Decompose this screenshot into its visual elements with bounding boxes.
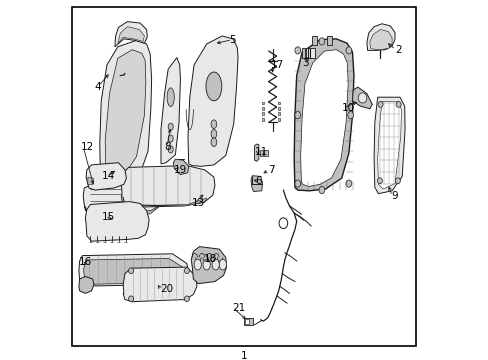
Polygon shape — [123, 267, 197, 302]
Text: 11: 11 — [255, 147, 268, 157]
Bar — [302, 48, 305, 58]
Ellipse shape — [377, 102, 382, 107]
Polygon shape — [83, 184, 162, 212]
Polygon shape — [261, 107, 264, 110]
Text: 7: 7 — [267, 165, 274, 175]
Bar — [326, 36, 331, 45]
Polygon shape — [277, 102, 279, 104]
Ellipse shape — [318, 38, 324, 45]
Ellipse shape — [294, 180, 300, 187]
Ellipse shape — [167, 88, 174, 107]
Ellipse shape — [394, 178, 400, 184]
Ellipse shape — [294, 112, 300, 119]
Polygon shape — [187, 36, 238, 166]
Ellipse shape — [168, 135, 173, 142]
Text: 9: 9 — [390, 191, 397, 201]
Polygon shape — [261, 118, 264, 121]
Text: 14: 14 — [102, 171, 115, 181]
Polygon shape — [250, 176, 262, 192]
Bar — [311, 36, 317, 45]
Text: 16: 16 — [79, 257, 92, 267]
Ellipse shape — [395, 102, 400, 107]
Polygon shape — [373, 97, 404, 194]
Text: 12: 12 — [80, 141, 93, 152]
Polygon shape — [79, 254, 188, 286]
Polygon shape — [366, 24, 394, 50]
Ellipse shape — [128, 268, 133, 274]
Polygon shape — [300, 50, 347, 186]
Ellipse shape — [358, 93, 366, 103]
Polygon shape — [369, 30, 391, 50]
Text: 15: 15 — [102, 212, 115, 222]
Bar — [244, 319, 248, 324]
Ellipse shape — [346, 47, 351, 54]
Polygon shape — [79, 276, 94, 293]
Text: 3: 3 — [302, 58, 308, 68]
Text: 21: 21 — [231, 303, 244, 313]
Polygon shape — [294, 39, 353, 191]
Polygon shape — [100, 40, 151, 182]
Polygon shape — [85, 202, 149, 241]
Ellipse shape — [168, 146, 173, 153]
Ellipse shape — [184, 296, 189, 302]
Text: 10: 10 — [341, 103, 354, 113]
Polygon shape — [84, 204, 161, 215]
Polygon shape — [88, 177, 93, 184]
Ellipse shape — [346, 180, 351, 187]
Text: 17: 17 — [270, 60, 283, 70]
Polygon shape — [118, 27, 144, 44]
Polygon shape — [264, 150, 267, 156]
Ellipse shape — [194, 259, 201, 270]
Ellipse shape — [347, 112, 353, 119]
Ellipse shape — [211, 138, 216, 147]
Polygon shape — [261, 112, 264, 115]
Ellipse shape — [377, 178, 382, 184]
Text: 5: 5 — [228, 35, 235, 45]
Text: 1: 1 — [241, 351, 247, 360]
Polygon shape — [277, 112, 279, 115]
Polygon shape — [259, 150, 263, 156]
Polygon shape — [115, 22, 147, 47]
Polygon shape — [377, 102, 401, 189]
Polygon shape — [122, 196, 206, 206]
Polygon shape — [277, 118, 279, 121]
Polygon shape — [277, 107, 279, 110]
Text: 13: 13 — [192, 198, 205, 208]
Ellipse shape — [203, 259, 210, 270]
Ellipse shape — [211, 130, 216, 138]
Text: 2: 2 — [395, 45, 402, 55]
Polygon shape — [254, 144, 258, 161]
Polygon shape — [261, 102, 264, 104]
Ellipse shape — [128, 296, 133, 302]
Polygon shape — [173, 159, 188, 175]
Polygon shape — [86, 163, 126, 190]
Text: 20: 20 — [160, 284, 173, 294]
Text: 6: 6 — [255, 176, 262, 186]
Ellipse shape — [168, 123, 173, 130]
Ellipse shape — [318, 186, 324, 194]
Ellipse shape — [294, 47, 300, 54]
Ellipse shape — [212, 259, 219, 270]
Polygon shape — [105, 50, 145, 178]
Ellipse shape — [219, 259, 226, 270]
Ellipse shape — [184, 268, 189, 274]
Polygon shape — [191, 247, 226, 284]
Text: 19: 19 — [174, 165, 187, 175]
Ellipse shape — [205, 72, 222, 101]
Polygon shape — [121, 166, 215, 207]
Text: 4: 4 — [94, 82, 101, 92]
Ellipse shape — [211, 120, 216, 129]
Bar — [305, 48, 314, 58]
Bar — [244, 318, 253, 325]
Polygon shape — [83, 258, 183, 284]
Text: 18: 18 — [204, 254, 217, 264]
Polygon shape — [352, 87, 371, 109]
Polygon shape — [161, 58, 180, 164]
Text: 8: 8 — [164, 141, 171, 152]
